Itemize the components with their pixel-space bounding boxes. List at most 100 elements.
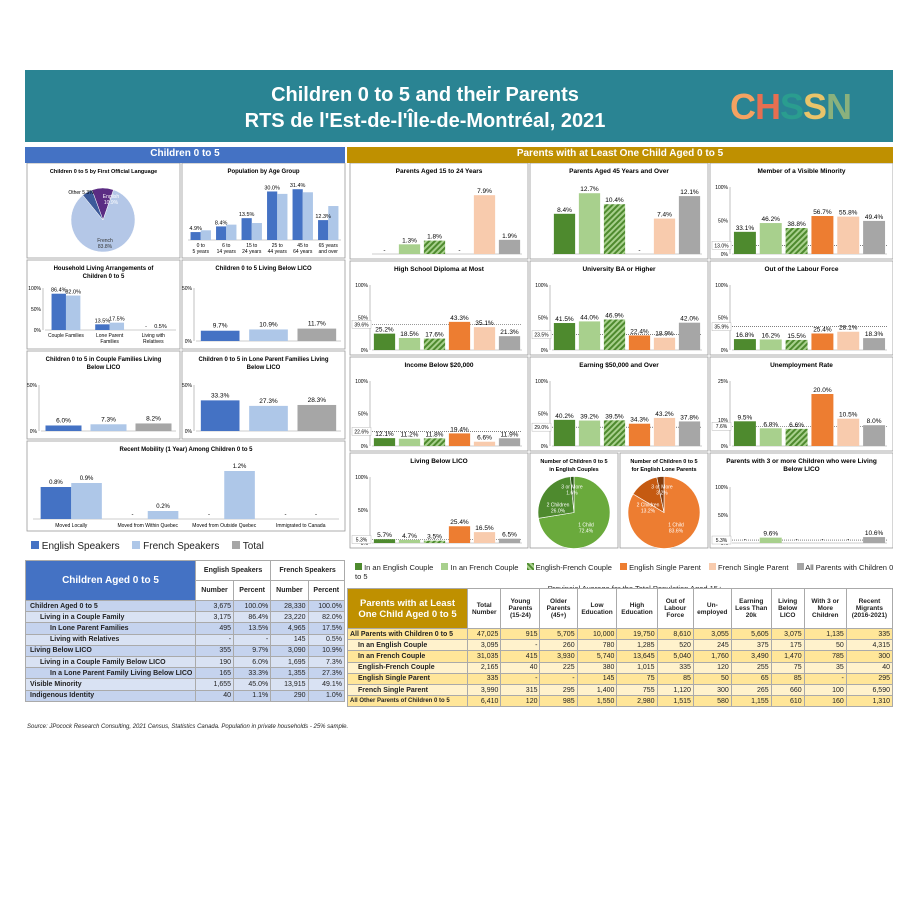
section-header-left: Children 0 to 5: [25, 147, 345, 163]
chart-title: in English Couples: [549, 467, 599, 473]
bar: [678, 196, 701, 254]
table-cell: 520: [656, 639, 694, 652]
data-label: -: [284, 512, 286, 518]
table-cell: 3,930: [539, 650, 578, 663]
y-tick-label: 50%: [358, 412, 369, 418]
provincial-box: [531, 422, 552, 432]
row-label: French Single Parent: [347, 683, 468, 697]
bar: [553, 213, 576, 254]
x-tick-label: 45 to: [297, 243, 308, 249]
data-label: 39.2%: [580, 414, 599, 421]
data-label: 9.6%: [763, 531, 778, 538]
table-cell: -: [803, 672, 847, 685]
data-label: 0.9%: [80, 476, 94, 482]
data-label: 39.5%: [605, 413, 624, 420]
data-label: 40.2%: [555, 413, 574, 420]
row-label: Children Aged 0 to 5: [25, 599, 196, 613]
provincial-label: 13.0%: [714, 243, 729, 249]
y-tick-label: 100%: [535, 283, 548, 289]
table-cell: 245: [692, 639, 732, 652]
children-table-col: Percent: [307, 580, 346, 601]
x-tick-label: 24 years: [242, 249, 262, 255]
bar: [373, 438, 396, 446]
data-label: 46.2%: [762, 216, 781, 223]
table-cell: 265: [730, 683, 772, 697]
table-cell: 120: [692, 661, 732, 674]
bar: [811, 216, 834, 254]
data-label: 10.6%: [865, 530, 884, 537]
parents-table-col: High Education: [616, 588, 658, 629]
bar: [423, 240, 446, 254]
y-tick-label: 0%: [721, 444, 729, 450]
table-row: Living in a Couple Family Below LICO 190 6…: [25, 655, 346, 669]
row-label: English-French Couple: [347, 661, 468, 674]
bar: [277, 193, 288, 240]
data-label: 82.0%: [65, 290, 81, 296]
data-label: 28.1%: [839, 325, 858, 332]
table-cell: 45.0%: [233, 678, 272, 691]
row-label: All Other Parents of Children 0 to 5: [347, 695, 468, 708]
y-tick-label: 0%: [721, 348, 729, 354]
table-cell: 300: [845, 650, 894, 663]
chart-panel: [349, 356, 529, 452]
table-cell: 35: [803, 661, 847, 674]
data-label: 44.0%: [580, 314, 599, 321]
table-cell: 13.5%: [233, 622, 272, 635]
data-label: 1.3%: [402, 237, 417, 244]
data-label: 9.7%: [213, 323, 228, 330]
row-label: Living in a Couple Family Below LICO: [25, 655, 196, 669]
bar: [653, 337, 676, 350]
table-cell: 175: [770, 639, 805, 652]
table-cell: 3,075: [770, 627, 805, 641]
table-cell: 3,175: [194, 611, 235, 624]
data-label: 8.2%: [146, 415, 161, 422]
data-label: 43.3%: [450, 315, 469, 322]
x-tick-label: 64 years: [293, 249, 313, 255]
parents-table-col: Out of Labour Force: [656, 588, 694, 629]
x-tick-label: 15 to: [246, 243, 257, 249]
pie-label: 1.6%: [566, 491, 578, 497]
data-label: 12.3%: [315, 214, 331, 220]
bar: [498, 336, 521, 350]
bar: [785, 228, 808, 254]
table-cell: 145: [270, 633, 309, 646]
provincial-label: 22.6%: [354, 429, 369, 435]
legend-swatch-english: [31, 541, 39, 549]
bar: [837, 216, 860, 254]
data-label: 43.2%: [655, 411, 674, 418]
table-cell: -: [500, 672, 541, 685]
pie-label: 10.9%: [104, 200, 119, 206]
table-cell: 3,095: [466, 639, 502, 652]
bar: [578, 321, 601, 350]
table-cell: 300: [692, 683, 732, 697]
data-label: -: [145, 324, 147, 330]
table-row: All Other Parents of Children 0 to 5 6,41…: [347, 695, 894, 708]
chart-title: Parents with 3 or more Children who were…: [726, 458, 877, 465]
page-subtitle: RTS de l'Est-de-l'Île-de-Montréal, 2021: [244, 110, 606, 132]
pie-label: 26.0%: [551, 509, 566, 515]
bar: [863, 220, 886, 254]
bar: [553, 419, 576, 446]
table-cell: 6,410: [466, 695, 502, 708]
parents-table-col: Young Parents (15-24): [500, 588, 541, 629]
provincial-box: [351, 427, 372, 436]
bar: [423, 438, 446, 446]
data-label: 4.7%: [402, 533, 417, 540]
table-cell: 100: [803, 683, 847, 697]
table-cell: 8,610: [656, 627, 694, 641]
parents-table-col: Living Below LICO: [770, 588, 805, 629]
bar: [423, 540, 446, 543]
table-cell: 100.0%: [307, 599, 346, 613]
bar: [448, 526, 471, 543]
bar: [45, 425, 82, 431]
row-label: In a Lone Parent Family Living Below LIC…: [25, 667, 196, 680]
bar: [226, 224, 237, 240]
data-label: 18.9%: [655, 331, 674, 338]
table-cell: 290: [270, 689, 309, 702]
x-tick-label: Couple Families: [48, 333, 84, 339]
y-tick-label: 50%: [538, 412, 549, 418]
chart-title: for English Lone Parents: [631, 467, 696, 473]
table-cell: 415: [500, 650, 541, 663]
bar: [759, 537, 782, 543]
y-tick-label: 0%: [34, 328, 42, 334]
